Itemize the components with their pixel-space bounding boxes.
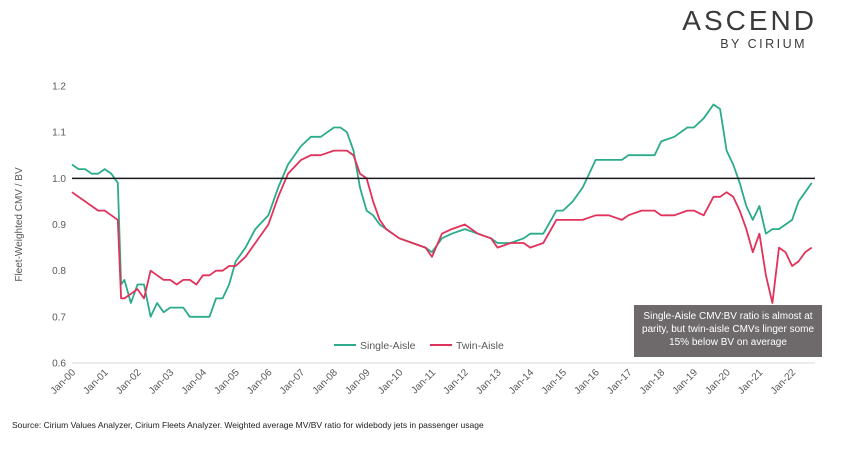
series-line-twin-aisle	[71, 149, 813, 304]
x-tick-label: Jan-08	[311, 367, 341, 397]
y-tick-label: 1.2	[52, 82, 66, 93]
brand-main: ASCEND	[682, 5, 817, 36]
x-tick-label: Jan-07	[278, 367, 308, 397]
x-tick-label: Jan-12	[441, 367, 471, 397]
brand-logo: ASCEND BY CIRIUM	[682, 6, 817, 52]
x-tick-label: Jan-17	[605, 367, 635, 397]
legend-label: Single-Aisle	[360, 340, 416, 352]
x-tick-label: Jan-15	[540, 367, 570, 397]
x-tick-label: Jan-10	[376, 367, 406, 397]
y-tick-label: 1.0	[52, 174, 66, 185]
x-tick-label: Jan-22	[769, 367, 799, 397]
y-tick-label: 0.9	[52, 220, 66, 231]
x-tick-label: Jan-06	[245, 367, 275, 397]
x-tick-label: Jan-21	[736, 367, 766, 397]
x-tick-label: Jan-02	[114, 367, 144, 397]
y-tick-label: 0.8	[52, 266, 66, 277]
source-note: Source: Cirium Values Analyzer, Cirium F…	[12, 420, 484, 430]
y-tick-label: 0.7	[52, 312, 66, 323]
x-tick-label: Jan-09	[343, 367, 373, 397]
series-line-single-aisle	[71, 103, 813, 318]
brand-sub: BY CIRIUM	[720, 37, 808, 51]
x-tick-label: Jan-11	[409, 367, 438, 396]
legend-label: Twin-Aisle	[456, 340, 504, 352]
x-tick-label: Jan-13	[474, 367, 504, 397]
y-tick-label: 0.6	[52, 359, 66, 370]
y-tick-label: 1.1	[52, 128, 66, 139]
x-tick-label: Jan-16	[572, 367, 602, 397]
x-tick-label: Jan-05	[212, 367, 242, 397]
x-tick-label: Jan-01	[81, 367, 111, 397]
x-tick-label: Jan-19	[671, 367, 701, 397]
y-axis-label: Fleet-Weighted CMV / BV	[14, 167, 25, 282]
x-tick-label: Jan-04	[180, 367, 210, 397]
x-tick-label: Jan-03	[147, 367, 177, 397]
x-tick-label: Jan-14	[507, 367, 537, 397]
x-tick-label: Jan-00	[49, 367, 79, 397]
x-tick-label: Jan-20	[703, 367, 733, 397]
x-tick-label: Jan-18	[638, 367, 668, 397]
chart-annotation: Single-Aisle CMV:BV ratio is almost at p…	[634, 305, 822, 357]
